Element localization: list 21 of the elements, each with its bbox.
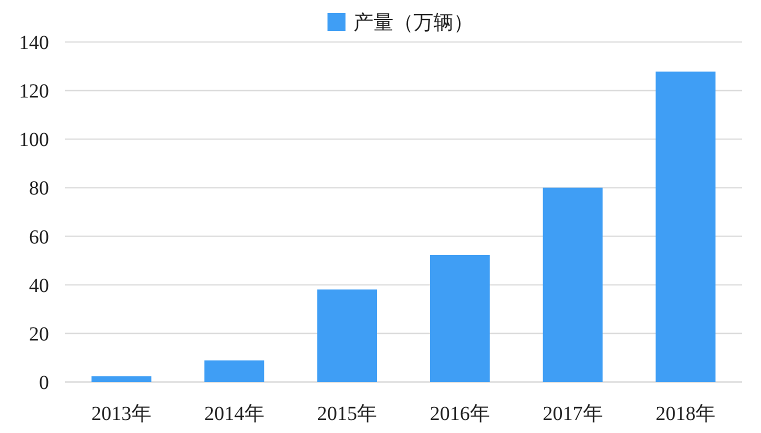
bar (542, 188, 603, 382)
bar (317, 289, 377, 382)
y-tick-label: 60 (29, 226, 49, 248)
bar (92, 376, 152, 382)
y-tick-label: 140 (19, 32, 49, 54)
legend-label: 产量（万辆） (354, 12, 474, 34)
x-tick-label: 2015年 (317, 403, 378, 425)
y-tick-label: 0 (39, 372, 49, 394)
y-tick-label: 80 (29, 178, 49, 200)
bar (204, 360, 264, 382)
x-tick-label: 2014年 (204, 403, 264, 425)
x-tick-label: 2016年 (430, 403, 490, 425)
x-tick-label: 2013年 (91, 403, 152, 425)
y-tick-label: 20 (29, 323, 49, 346)
bar (656, 72, 716, 382)
y-tick-label: 120 (19, 80, 49, 103)
y-tick-label: 40 (29, 274, 49, 297)
x-tick-label: 2017年 (542, 403, 603, 425)
y-tick-label: 100 (19, 129, 49, 152)
bar (430, 254, 490, 382)
x-tick-label: 2018年 (656, 403, 716, 425)
